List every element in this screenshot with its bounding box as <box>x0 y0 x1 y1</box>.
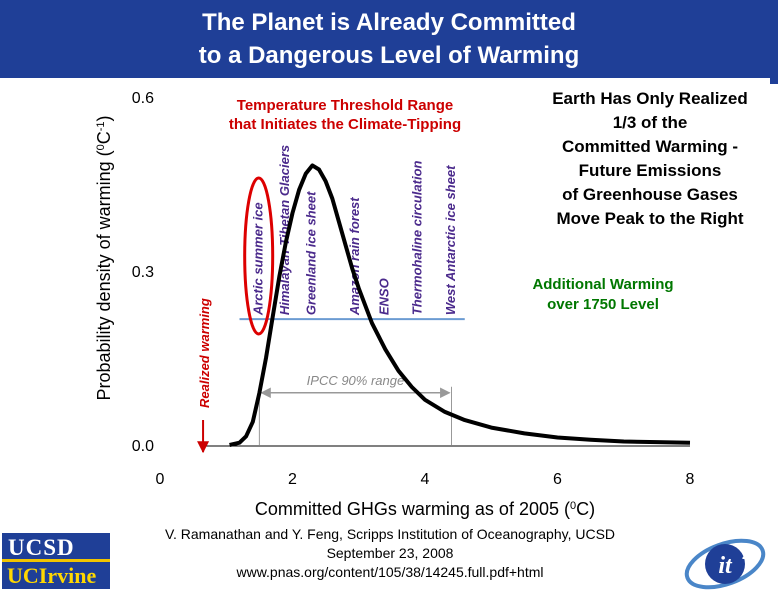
it2-logo-disc <box>705 544 745 584</box>
earth-note-line-5: of Greenhouse Gases <box>562 185 738 204</box>
arctic-ice-highlight-ellipse <box>243 176 275 336</box>
title-bar: The Planet is Already Committed to a Dan… <box>0 0 778 78</box>
additional-note-line-1: Additional Warming <box>532 276 674 293</box>
earth-note-line-4: Future Emissions <box>578 161 722 180</box>
ucsd-logo-bar <box>2 559 110 562</box>
tipping-element-label: West Antarctic ice sheet <box>443 165 458 315</box>
title-bar-edge <box>770 78 778 84</box>
threshold-note-line-1: Temperature Threshold Range <box>236 97 454 114</box>
threshold-note-line-2: that Initiates the Climate-Tipping <box>228 116 462 133</box>
x-tick-label: 4 <box>421 471 430 488</box>
earth-realized-note: Earth Has Only Realized 1/3 of the Commi… <box>530 87 770 231</box>
additional-note-line-2: over 1750 Level <box>547 296 659 313</box>
additional-warming-note: Additional Warming over 1750 Level <box>508 275 698 315</box>
x-tick-label: 8 <box>686 471 695 488</box>
y-tick-label: 0.0 <box>132 438 154 455</box>
citation: V. Ramanathan and Y. Feng, Scripps Insti… <box>110 525 670 582</box>
x-tick-label: 0 <box>156 471 165 488</box>
earth-note-line-1: Earth Has Only Realized <box>552 89 748 108</box>
tipping-element-label: ENSO <box>377 278 392 315</box>
tipping-element-label: Greenland ice sheet <box>304 191 319 315</box>
y-axis-title: Probability density of warming (0C-1) <box>94 115 114 400</box>
plot-layer: 0.0 0.3 0.6 0 2 4 6 8 IPCC 90% range Arctic summe… <box>132 90 695 488</box>
uc-irvine-logo-text: UCIrvine <box>7 563 97 588</box>
it2-logo-superscript: 2 <box>742 548 749 562</box>
x-tick-label: 2 <box>288 471 297 488</box>
page-title-line-2: to a Dangerous Level of Warming <box>198 42 580 69</box>
earth-note-line-2: 1/3 of the <box>612 113 688 132</box>
earth-note-line-3: Committed Warming - <box>562 137 738 156</box>
tipping-element-label: Thermohaline circulation <box>410 160 425 315</box>
ipcc-range-label: IPCC 90% range <box>307 373 405 388</box>
it2-logo-text: it <box>718 553 733 579</box>
realized-warming-label: Realized warming <box>197 298 212 408</box>
y-tick-label: 0.3 <box>132 264 154 281</box>
citation-line-2: September 23, 2008 <box>326 545 454 561</box>
page-title-line-1: The Planet is Already Committed <box>202 9 576 36</box>
it2-logo: it 2 <box>684 538 766 590</box>
earth-note-line-6: Move Peak to the Right <box>556 209 744 228</box>
citation-line-1: V. Ramanathan and Y. Feng, Scripps Insti… <box>164 526 616 542</box>
x-axis-title: Committed GHGs warming as of 2005 (0C) <box>255 499 595 519</box>
ucsd-logo: UCSD <box>2 533 110 562</box>
x-tick-label: 6 <box>553 471 562 488</box>
uc-irvine-logo: UCIrvine <box>2 562 110 589</box>
y-tick-label: 0.6 <box>132 90 154 107</box>
probability-density-curve <box>229 163 691 447</box>
threshold-range-note: Temperature Threshold Range that Initiat… <box>195 96 495 134</box>
tipping-element-label: Arctic summer ice <box>251 202 266 316</box>
ucsd-logo-text: UCSD <box>8 535 75 560</box>
citation-line-3[interactable]: www.pnas.org/content/105/38/14245.full.p… <box>236 564 544 580</box>
